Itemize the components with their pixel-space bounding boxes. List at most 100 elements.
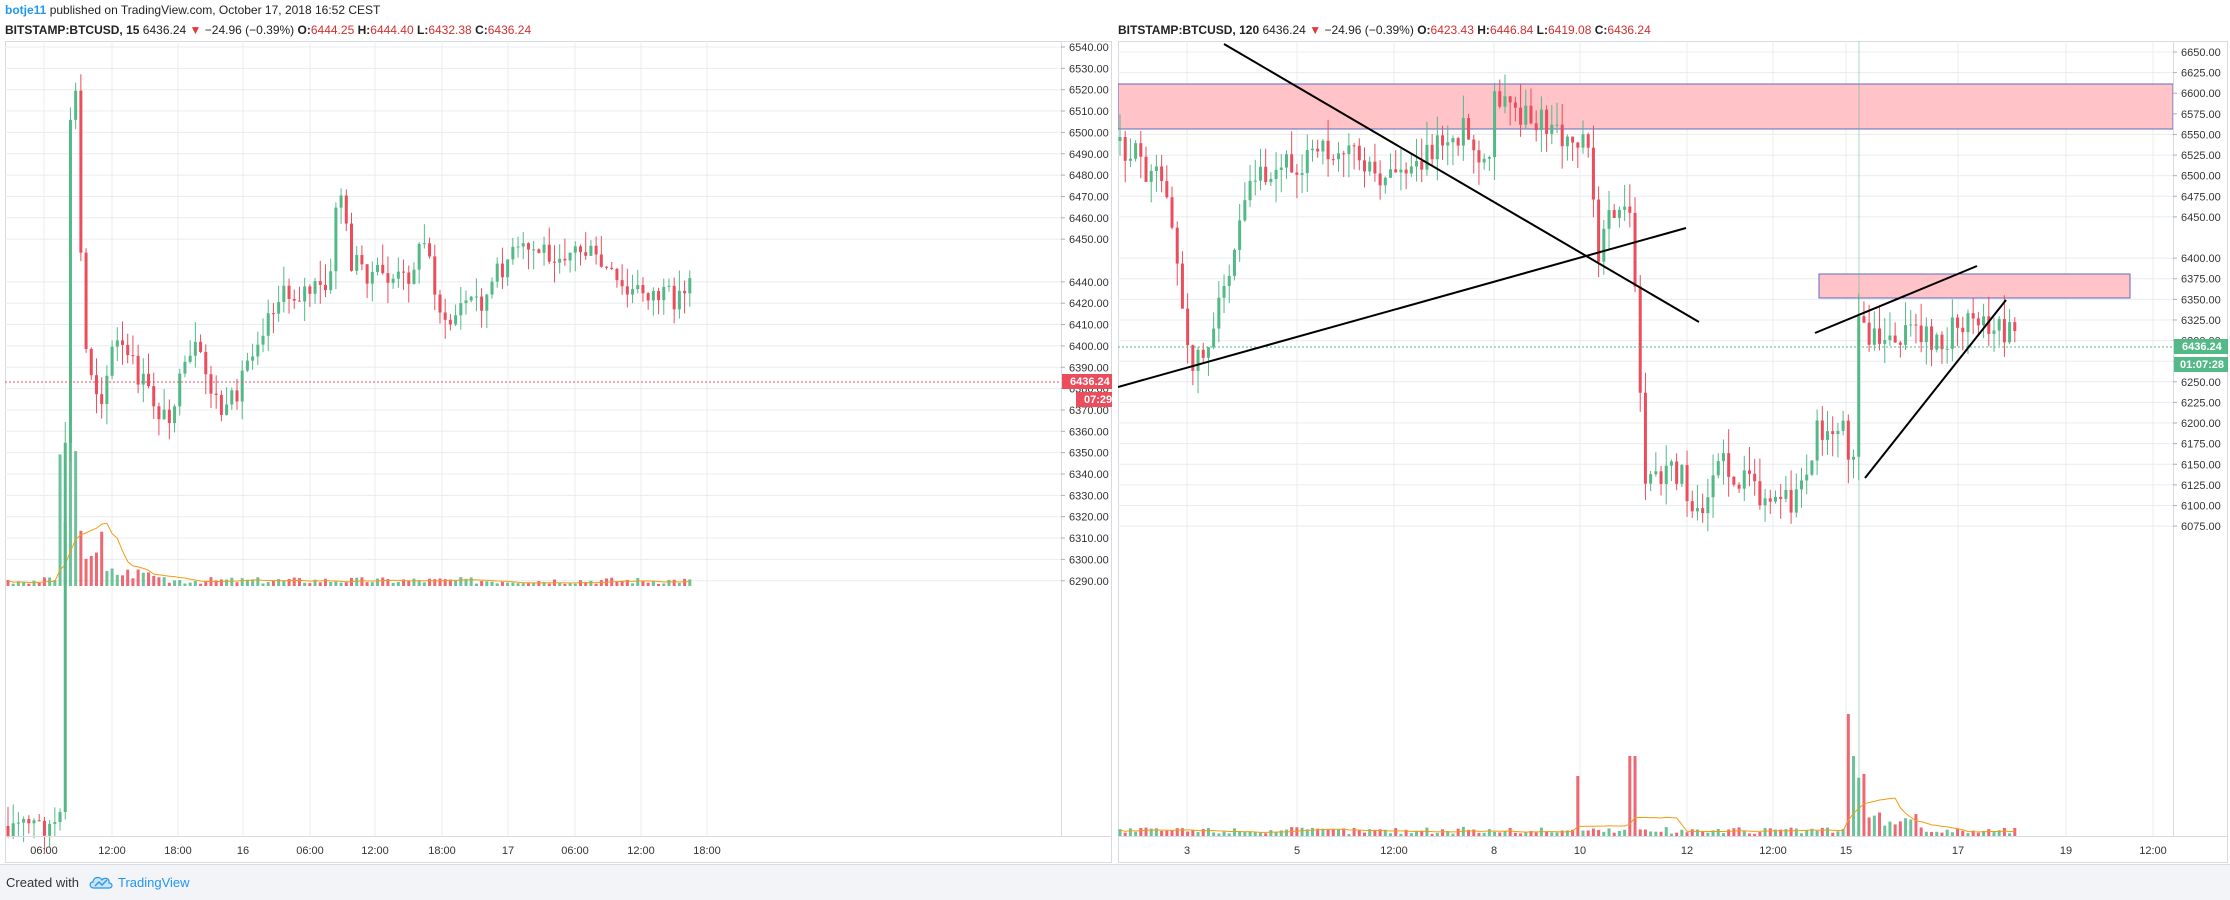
candle-body [1118,137,1122,141]
left-price-axis[interactable]: 6540.00 6530.00 6520.00 6510.00 6500.00 6490.… [1061,42,1109,588]
candle-body [1919,325,1923,343]
price-tick-label: 6350.00 [1069,448,1109,460]
candle-body [1160,166,1164,182]
resistance-zone-middle[interactable] [1818,273,2131,299]
volume-bar [625,579,629,586]
volume-bar [1196,832,1200,836]
tradingview-brand-link[interactable]: TradingView [118,875,190,890]
candle-body [1591,147,1595,200]
volume-bar [1893,824,1897,836]
left-time-axis[interactable]: 06:00 12:00 18:00 16 06:00 12:00 18:00 17 06:00 1… [30,845,721,857]
volume-bar [1508,827,1512,836]
candle-body [459,303,463,316]
candle-body [1852,456,1856,460]
volume-bar [1357,829,1361,836]
time-tick-label: 06:00 [30,845,58,857]
candle-body [256,344,260,357]
left-price-chart[interactable]: 6540.00 6530.00 6520.00 6510.00 6500.00 6490.… [5,41,1112,863]
volume-bar [1643,829,1647,836]
right-time-tag-text: 01:07:28 [2180,359,2224,371]
trendline-up[interactable] [1118,227,1687,388]
volume-bar [1690,829,1694,836]
publish-header: botje11 published on TradingView.com, Oc… [0,0,2230,20]
time-tick-label: 12:00 [627,845,655,857]
volume-bar [32,580,36,586]
candle-body [193,341,197,356]
author-link[interactable]: botje11 [5,3,47,17]
price-tick-label: 6510.00 [1069,106,1109,118]
volume-bar [1170,830,1174,836]
candle-body [74,90,78,120]
volume-bar [1565,830,1569,836]
candle-body [1394,169,1398,173]
volume-bar [1253,832,1257,836]
time-tick-label: 18:00 [164,845,192,857]
tradingview-cloud-icon[interactable] [88,874,114,890]
volume-bar [334,581,338,586]
left-symbol[interactable]: BITSTAMP:BTCUSD, 15 [5,23,140,37]
candle-body [1290,154,1294,173]
candle-body [1597,199,1601,262]
candle-body [84,252,88,349]
right-symbol[interactable]: BITSTAMP:BTCUSD, 120 [1118,23,1260,37]
volume-bar [89,555,93,586]
volume-bar [589,580,593,586]
volume-bar [568,583,572,586]
volume-bar [1758,832,1762,836]
price-tick-label: 6540.00 [1069,42,1109,54]
candle-body [521,243,525,247]
candle-body [1945,348,1949,350]
volume-bar [1919,827,1923,836]
volume-bar [1872,815,1876,836]
candle-body [641,285,645,294]
right-close: 6436.24 [1607,23,1651,37]
candle-body [1727,453,1731,477]
volume-bar [1248,831,1252,836]
volume-bar [1607,828,1611,836]
price-tick-label: 6225.00 [2181,397,2221,409]
candle-body [1451,138,1455,143]
candle-body [1649,474,1653,484]
candle-body [526,243,530,250]
candle-body [1347,145,1351,155]
trendline-down[interactable] [1223,43,1700,323]
volume-bar [563,583,567,586]
candle-body [1363,160,1367,172]
price-tick-label: 6390.00 [1069,362,1109,374]
trendline-channel-bottom[interactable] [1864,299,2007,479]
candle-body [16,822,20,824]
candle-body [563,258,567,261]
volume-bar [1415,831,1419,836]
volume-bar [1409,833,1413,836]
candle-body [1904,325,1908,345]
volume-bar [506,582,510,586]
candle-body [1399,169,1403,173]
left-price-tag-text: 6436.24 [1070,376,1111,388]
resistance-zone-top[interactable] [1118,83,2174,130]
time-tick-label: 17 [502,845,514,857]
candle-body [1930,326,1934,350]
right-price-chart[interactable]: 6650.00 6625.00 6600.00 6575.00 6550.00 6525.… [1118,41,2228,863]
volume-bar [1638,829,1642,836]
volume-bar [1545,831,1549,836]
trendline-channel-top[interactable] [1814,265,1978,334]
price-tick-label: 6500.00 [2181,171,2221,183]
volume-bar [1326,829,1330,836]
volume-bar [1586,830,1590,836]
price-tick-label: 6475.00 [2181,191,2221,203]
candle-body [1612,210,1616,218]
volume-bar [662,583,666,586]
right-time-axis[interactable]: 3 5 12:00 8 10 12 12:00 15 17 19 12:00 [1184,845,2167,857]
volume-bar [1441,829,1445,836]
publish-info: published on TradingView.com, October 17… [46,3,381,17]
volume-bar [1227,833,1231,836]
candle-body [240,370,244,402]
volume-bar [105,571,109,586]
candle-body [1513,102,1517,108]
candle-body [1435,135,1439,160]
candle-body [1134,143,1138,159]
volume-bar [1154,828,1158,836]
volume-bar [459,577,463,586]
candle-body [1773,496,1777,502]
volume-bar [1623,829,1627,836]
